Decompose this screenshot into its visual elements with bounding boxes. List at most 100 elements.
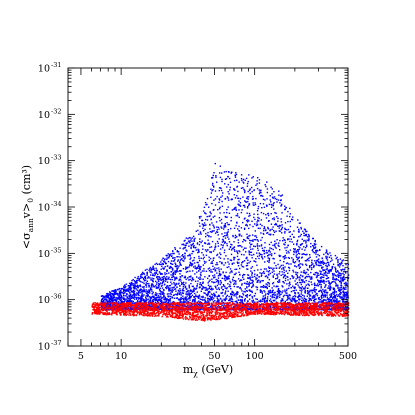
- scatter-point: [261, 256, 263, 259]
- scatter-point: [196, 242, 199, 244]
- scatter-point: [308, 239, 310, 241]
- scatter-point: [192, 245, 195, 248]
- scatter-point: [289, 231, 291, 233]
- scatter-point: [322, 281, 324, 283]
- scatter-point: [287, 220, 289, 223]
- scatter-point: [198, 251, 200, 253]
- scatter-point: [344, 293, 346, 295]
- scatter-point: [194, 292, 196, 295]
- scatter-point: [206, 234, 209, 236]
- scatter-point: [184, 244, 186, 246]
- scatter-point: [246, 307, 248, 310]
- scatter-point: [172, 274, 174, 276]
- scatter-point: [324, 292, 326, 294]
- scatter-point: [189, 278, 191, 281]
- scatter-point: [180, 280, 182, 282]
- scatter-point: [192, 235, 195, 238]
- scatter-point: [169, 287, 171, 289]
- scatter-point: [168, 254, 171, 256]
- scatter-point: [197, 296, 199, 299]
- scatter-point: [291, 219, 294, 221]
- scatter-point: [202, 264, 204, 266]
- scatter-point: [207, 292, 209, 294]
- scatter-point: [278, 273, 280, 275]
- scatter-point: [147, 298, 149, 300]
- scatter-point: [271, 218, 274, 220]
- scatter-point: [280, 293, 282, 295]
- scatter-point: [216, 288, 218, 290]
- scatter-point: [108, 294, 110, 296]
- scatter-point: [302, 230, 304, 233]
- scatter-point: [218, 302, 220, 304]
- scatter-point: [115, 298, 117, 300]
- scatter-point: [160, 268, 162, 270]
- scatter-point: [158, 271, 161, 273]
- scatter-point: [159, 272, 161, 274]
- scatter-point: [267, 293, 270, 296]
- scatter-point: [256, 224, 259, 226]
- scatter-point: [169, 304, 172, 306]
- scatter-point: [299, 222, 301, 224]
- scatter-point: [184, 268, 187, 270]
- scatter-point: [165, 301, 167, 304]
- scatter-point: [206, 297, 209, 300]
- scatter-point: [202, 227, 204, 229]
- scatter-point: [271, 271, 273, 273]
- scatter-point: [168, 257, 170, 259]
- scatter-point: [247, 300, 249, 302]
- scatter-point: [210, 188, 212, 190]
- scatter-point: [270, 308, 272, 310]
- scatter-point: [323, 262, 326, 264]
- scatter-point: [317, 305, 319, 307]
- scatter-point: [338, 289, 340, 291]
- scatter-point: [115, 299, 117, 302]
- scatter-point: [157, 299, 159, 301]
- scatter-point: [223, 224, 226, 227]
- scatter-point: [250, 267, 252, 269]
- scatter-point: [318, 262, 320, 264]
- scatter-point: [308, 299, 311, 302]
- scatter-point: [296, 240, 298, 243]
- scatter-point: [197, 303, 199, 306]
- scatter-point: [182, 285, 185, 288]
- scatter-point: [294, 292, 296, 294]
- scatter-point: [239, 299, 242, 301]
- scatter-point: [258, 255, 261, 257]
- scatter-point: [317, 260, 319, 263]
- scatter-point: [337, 305, 339, 307]
- scatter-point: [268, 254, 270, 256]
- scatter-point: [270, 247, 273, 250]
- scatter-point: [274, 246, 276, 248]
- scatter-point: [340, 283, 342, 285]
- scatter-point: [109, 299, 111, 302]
- scatter-point: [223, 303, 226, 305]
- scatter-point: [279, 249, 281, 251]
- scatter-point: [140, 296, 142, 299]
- scatter-point: [261, 274, 263, 276]
- scatter-point: [118, 302, 120, 304]
- scatter-point: [223, 298, 225, 300]
- scatter-point: [243, 204, 246, 207]
- scatter-point: [252, 301, 255, 303]
- scatter-point: [113, 308, 115, 310]
- scatter-point: [199, 267, 201, 270]
- scatter-point: [189, 255, 191, 257]
- scatter-point: [216, 229, 218, 231]
- scatter-point: [123, 290, 125, 293]
- scatter-point: [104, 296, 106, 298]
- scatter-point: [333, 292, 336, 294]
- scatter-point: [258, 179, 261, 181]
- scatter-point: [229, 177, 231, 180]
- scatter-point: [155, 272, 157, 274]
- scatter-point: [261, 300, 263, 302]
- scatter-point: [176, 251, 178, 253]
- scatter-point: [334, 299, 336, 302]
- scatter-point: [294, 301, 296, 303]
- scatter-point: [143, 273, 146, 275]
- scatter-point: [246, 221, 249, 223]
- scatter-point: [204, 299, 206, 301]
- scatter-point: [332, 287, 334, 289]
- scatter-point: [303, 288, 305, 290]
- scatter-point: [320, 245, 323, 248]
- scatter-point: [289, 278, 291, 280]
